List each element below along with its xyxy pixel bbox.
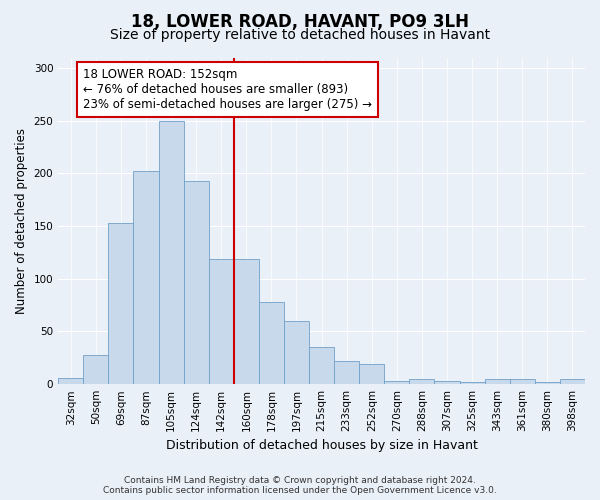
Text: Contains HM Land Registry data © Crown copyright and database right 2024.
Contai: Contains HM Land Registry data © Crown c… xyxy=(103,476,497,495)
Bar xyxy=(234,259,259,384)
Bar xyxy=(133,172,158,384)
Bar xyxy=(184,181,209,384)
Text: 18 LOWER ROAD: 152sqm
← 76% of detached houses are smaller (893)
23% of semi-det: 18 LOWER ROAD: 152sqm ← 76% of detached … xyxy=(83,68,372,111)
Bar xyxy=(58,378,83,384)
Bar xyxy=(460,382,485,384)
Bar xyxy=(434,381,460,384)
Y-axis label: Number of detached properties: Number of detached properties xyxy=(15,128,28,314)
Bar xyxy=(510,379,535,384)
Bar xyxy=(334,361,359,384)
Text: 18, LOWER ROAD, HAVANT, PO9 3LH: 18, LOWER ROAD, HAVANT, PO9 3LH xyxy=(131,12,469,30)
Bar xyxy=(560,379,585,384)
Bar xyxy=(209,259,234,384)
Bar xyxy=(385,381,409,384)
Bar xyxy=(83,354,109,384)
Bar xyxy=(284,321,309,384)
Bar xyxy=(485,379,510,384)
Bar xyxy=(409,379,434,384)
Text: Size of property relative to detached houses in Havant: Size of property relative to detached ho… xyxy=(110,28,490,42)
X-axis label: Distribution of detached houses by size in Havant: Distribution of detached houses by size … xyxy=(166,440,478,452)
Bar xyxy=(158,120,184,384)
Bar xyxy=(359,364,385,384)
Bar xyxy=(535,382,560,384)
Bar xyxy=(109,223,133,384)
Bar xyxy=(309,348,334,384)
Bar xyxy=(259,302,284,384)
